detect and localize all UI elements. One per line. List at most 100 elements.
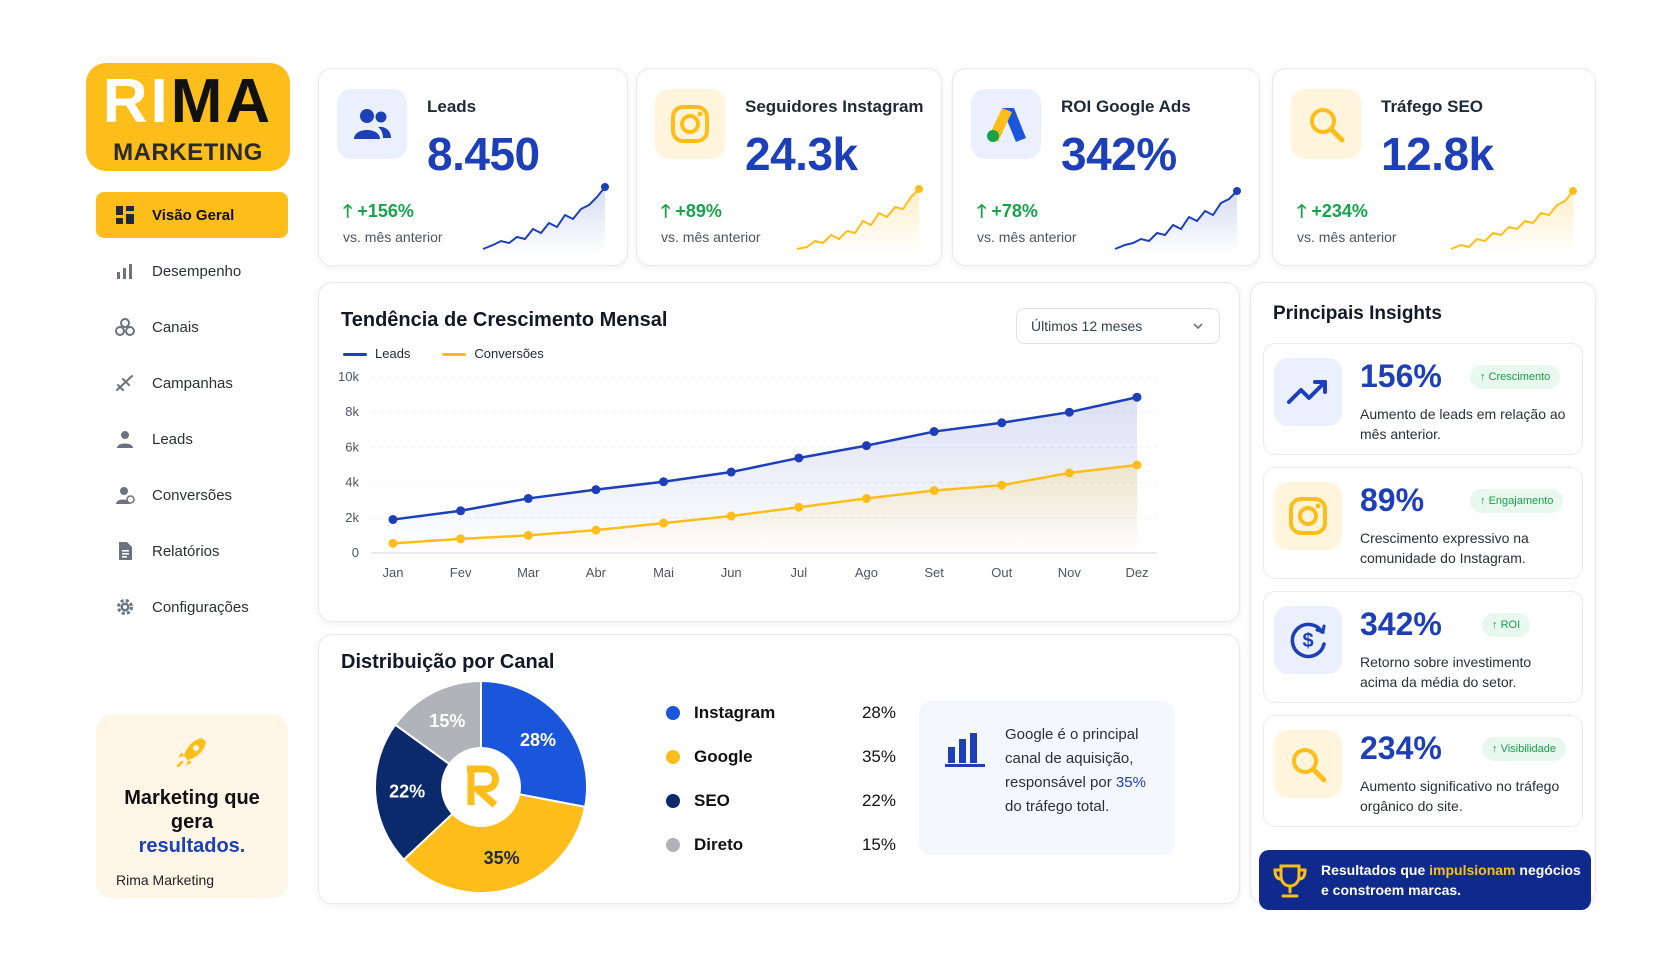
insights-title: Principais Insights: [1273, 303, 1442, 324]
sidebar-item-conversoes[interactable]: Conversões: [96, 472, 288, 518]
arrow-up-icon: ↑: [1480, 495, 1489, 507]
data-point: [1064, 468, 1074, 478]
channel-row-instagram: Instagram 28%: [666, 703, 896, 723]
pie-label: 28%: [520, 730, 556, 750]
kpi-sub: vs. mês anterior: [343, 229, 443, 245]
y-tick-label: 10k: [338, 369, 359, 384]
data-point: [388, 515, 398, 525]
series-area: [393, 465, 1137, 553]
kpi-label: Tráfego SEO: [1381, 97, 1484, 116]
sidebar-item-leads[interactable]: Leads: [96, 416, 288, 462]
x-tick-label: Mar: [517, 565, 540, 580]
sidebar-item-relatorios[interactable]: Relatórios: [96, 528, 288, 574]
pie-label: 22%: [389, 782, 425, 802]
data-point: [794, 502, 804, 512]
period-select[interactable]: Últimos 12 meses: [1016, 308, 1220, 344]
data-point: [659, 477, 669, 487]
data-point: [1132, 460, 1142, 470]
banner-text: Resultados que impulsionam negócios e co…: [1321, 862, 1581, 898]
sidebar-item-canais[interactable]: Canais: [96, 304, 288, 350]
legend-dot: [666, 838, 680, 852]
sidebar-nav: Visão Geral Desempenho Canais Campanhas …: [96, 192, 288, 640]
kpi-sub: vs. mês anterior: [1297, 229, 1397, 245]
data-point: [861, 441, 871, 451]
growth-chart-title: Tendência de Crescimento Mensal: [341, 309, 668, 331]
sidebar-item-label: Visão Geral: [152, 206, 235, 224]
kpi-change: 🡑 +89%: [661, 201, 722, 221]
y-tick-label: 6k: [345, 439, 359, 454]
kpi-sub: vs. mês anterior: [977, 229, 1077, 245]
kpi-label: Leads: [427, 97, 477, 116]
brand-logo[interactable]: RIMA MARKETING: [86, 63, 290, 171]
x-tick-label: Nov: [1058, 565, 1082, 580]
data-point: [523, 530, 533, 540]
sparkline: [482, 183, 609, 255]
x-tick-label: Fev: [450, 565, 472, 580]
promo-subtitle: Rima Marketing: [116, 872, 215, 888]
x-tick-label: Jan: [383, 565, 404, 580]
pie-slice: [374, 723, 483, 861]
x-tick-label: Out: [991, 565, 1012, 580]
y-tick-label: 4k: [345, 475, 359, 490]
data-point: [591, 485, 601, 495]
logo-subtitle: MARKETING: [113, 139, 263, 166]
data-point: [659, 518, 669, 528]
google-ads-icon: [971, 89, 1041, 159]
search-icon: [1291, 89, 1361, 159]
sparkline: [1450, 187, 1577, 255]
kpi-card-instagram[interactable]: Seguidores Instagram 24.3k 🡑 +89% vs. mê…: [636, 68, 942, 266]
sparkline: [796, 185, 923, 255]
dollar-cycle-icon: $: [1274, 606, 1342, 674]
insight-card[interactable]: $ 342% ↑ ROI Retorno sobre investimento …: [1263, 591, 1583, 703]
trophy-icon: [1273, 864, 1307, 898]
data-point: [997, 480, 1007, 490]
sparkline: [1114, 187, 1241, 255]
legend-dot: [666, 794, 680, 808]
x-tick-label: Dez: [1125, 565, 1148, 580]
insight-card[interactable]: 234% ↑ Visibilidade Aumento significativ…: [1263, 715, 1583, 827]
growth-line-chart: 0 2k 4k 6k 8k 10k Jan Fev Mar Abr Mai Jun Jul Ago Set O…: [338, 369, 1157, 580]
insight-card[interactable]: 156% ↑ Crescimento Aumento de leads em r…: [1263, 343, 1583, 455]
bar-chart-icon: [945, 733, 985, 767]
sidebar-item-campanhas[interactable]: Campanhas: [96, 360, 288, 406]
kpi-card-leads[interactable]: Leads 8.450 🡑 +156% vs. mês anterior: [318, 68, 628, 266]
sidebar-item-label: Configurações: [152, 598, 249, 616]
insight-desc: Retorno sobre investimento acima da médi…: [1360, 654, 1532, 690]
x-tick-label: Jun: [721, 565, 742, 580]
y-tick-label: 0: [352, 545, 359, 560]
data-point: [861, 493, 871, 503]
channel-note-text: Google é o principal canal de aquisição,…: [1005, 726, 1146, 815]
arrow-up-icon: ↑: [1480, 371, 1489, 383]
channel-row-seo: SEO 22%: [666, 791, 896, 811]
legend-item-leads: Leads: [343, 346, 410, 361]
kpi-card-seo[interactable]: Tráfego SEO 12.8k 🡑 +234% vs. mês anteri…: [1272, 68, 1596, 266]
kpi-value: 8.450: [427, 128, 540, 180]
arrow-up-icon: 🡑: [977, 201, 992, 221]
data-point: [794, 453, 804, 463]
insight-card[interactable]: 89% ↑ Engajamento Crescimento expressivo…: [1263, 467, 1583, 579]
sidebar-item-desempenho[interactable]: Desempenho: [96, 248, 288, 294]
data-point: [456, 534, 466, 544]
sidebar-item-visao-geral[interactable]: Visão Geral: [96, 192, 288, 238]
results-banner: Resultados que impulsionam negócios e co…: [1259, 850, 1591, 910]
data-point: [997, 418, 1007, 428]
sidebar-item-label: Canais: [152, 318, 199, 336]
legend-dot: [666, 706, 680, 720]
kpi-value: 24.3k: [745, 128, 858, 180]
legend-item-conversoes: Conversões: [442, 346, 544, 361]
promo-card: Marketing que gera resultados. Rima Mark…: [96, 714, 288, 898]
sidebar-item-label: Leads: [152, 430, 193, 448]
kpi-change: 🡑 +78%: [977, 201, 1038, 221]
search-icon: [1274, 730, 1342, 798]
arrow-up-icon: 🡑: [661, 201, 676, 221]
instagram-icon: [1274, 482, 1342, 550]
chart-legend: Leads Conversões: [343, 346, 544, 361]
arrow-up-icon: ↑: [1492, 619, 1501, 631]
kpi-card-google-ads[interactable]: ROI Google Ads 342% 🡑 +78% vs. mês anter…: [952, 68, 1260, 266]
pie-slice: [402, 785, 587, 894]
arrow-up-icon: ↑: [1492, 743, 1501, 755]
r-logo-icon: [467, 765, 499, 808]
sidebar-item-configuracoes[interactable]: Configurações: [96, 584, 288, 630]
person-check-icon: [114, 484, 136, 506]
channel-row-direto: Direto 15%: [666, 835, 896, 855]
